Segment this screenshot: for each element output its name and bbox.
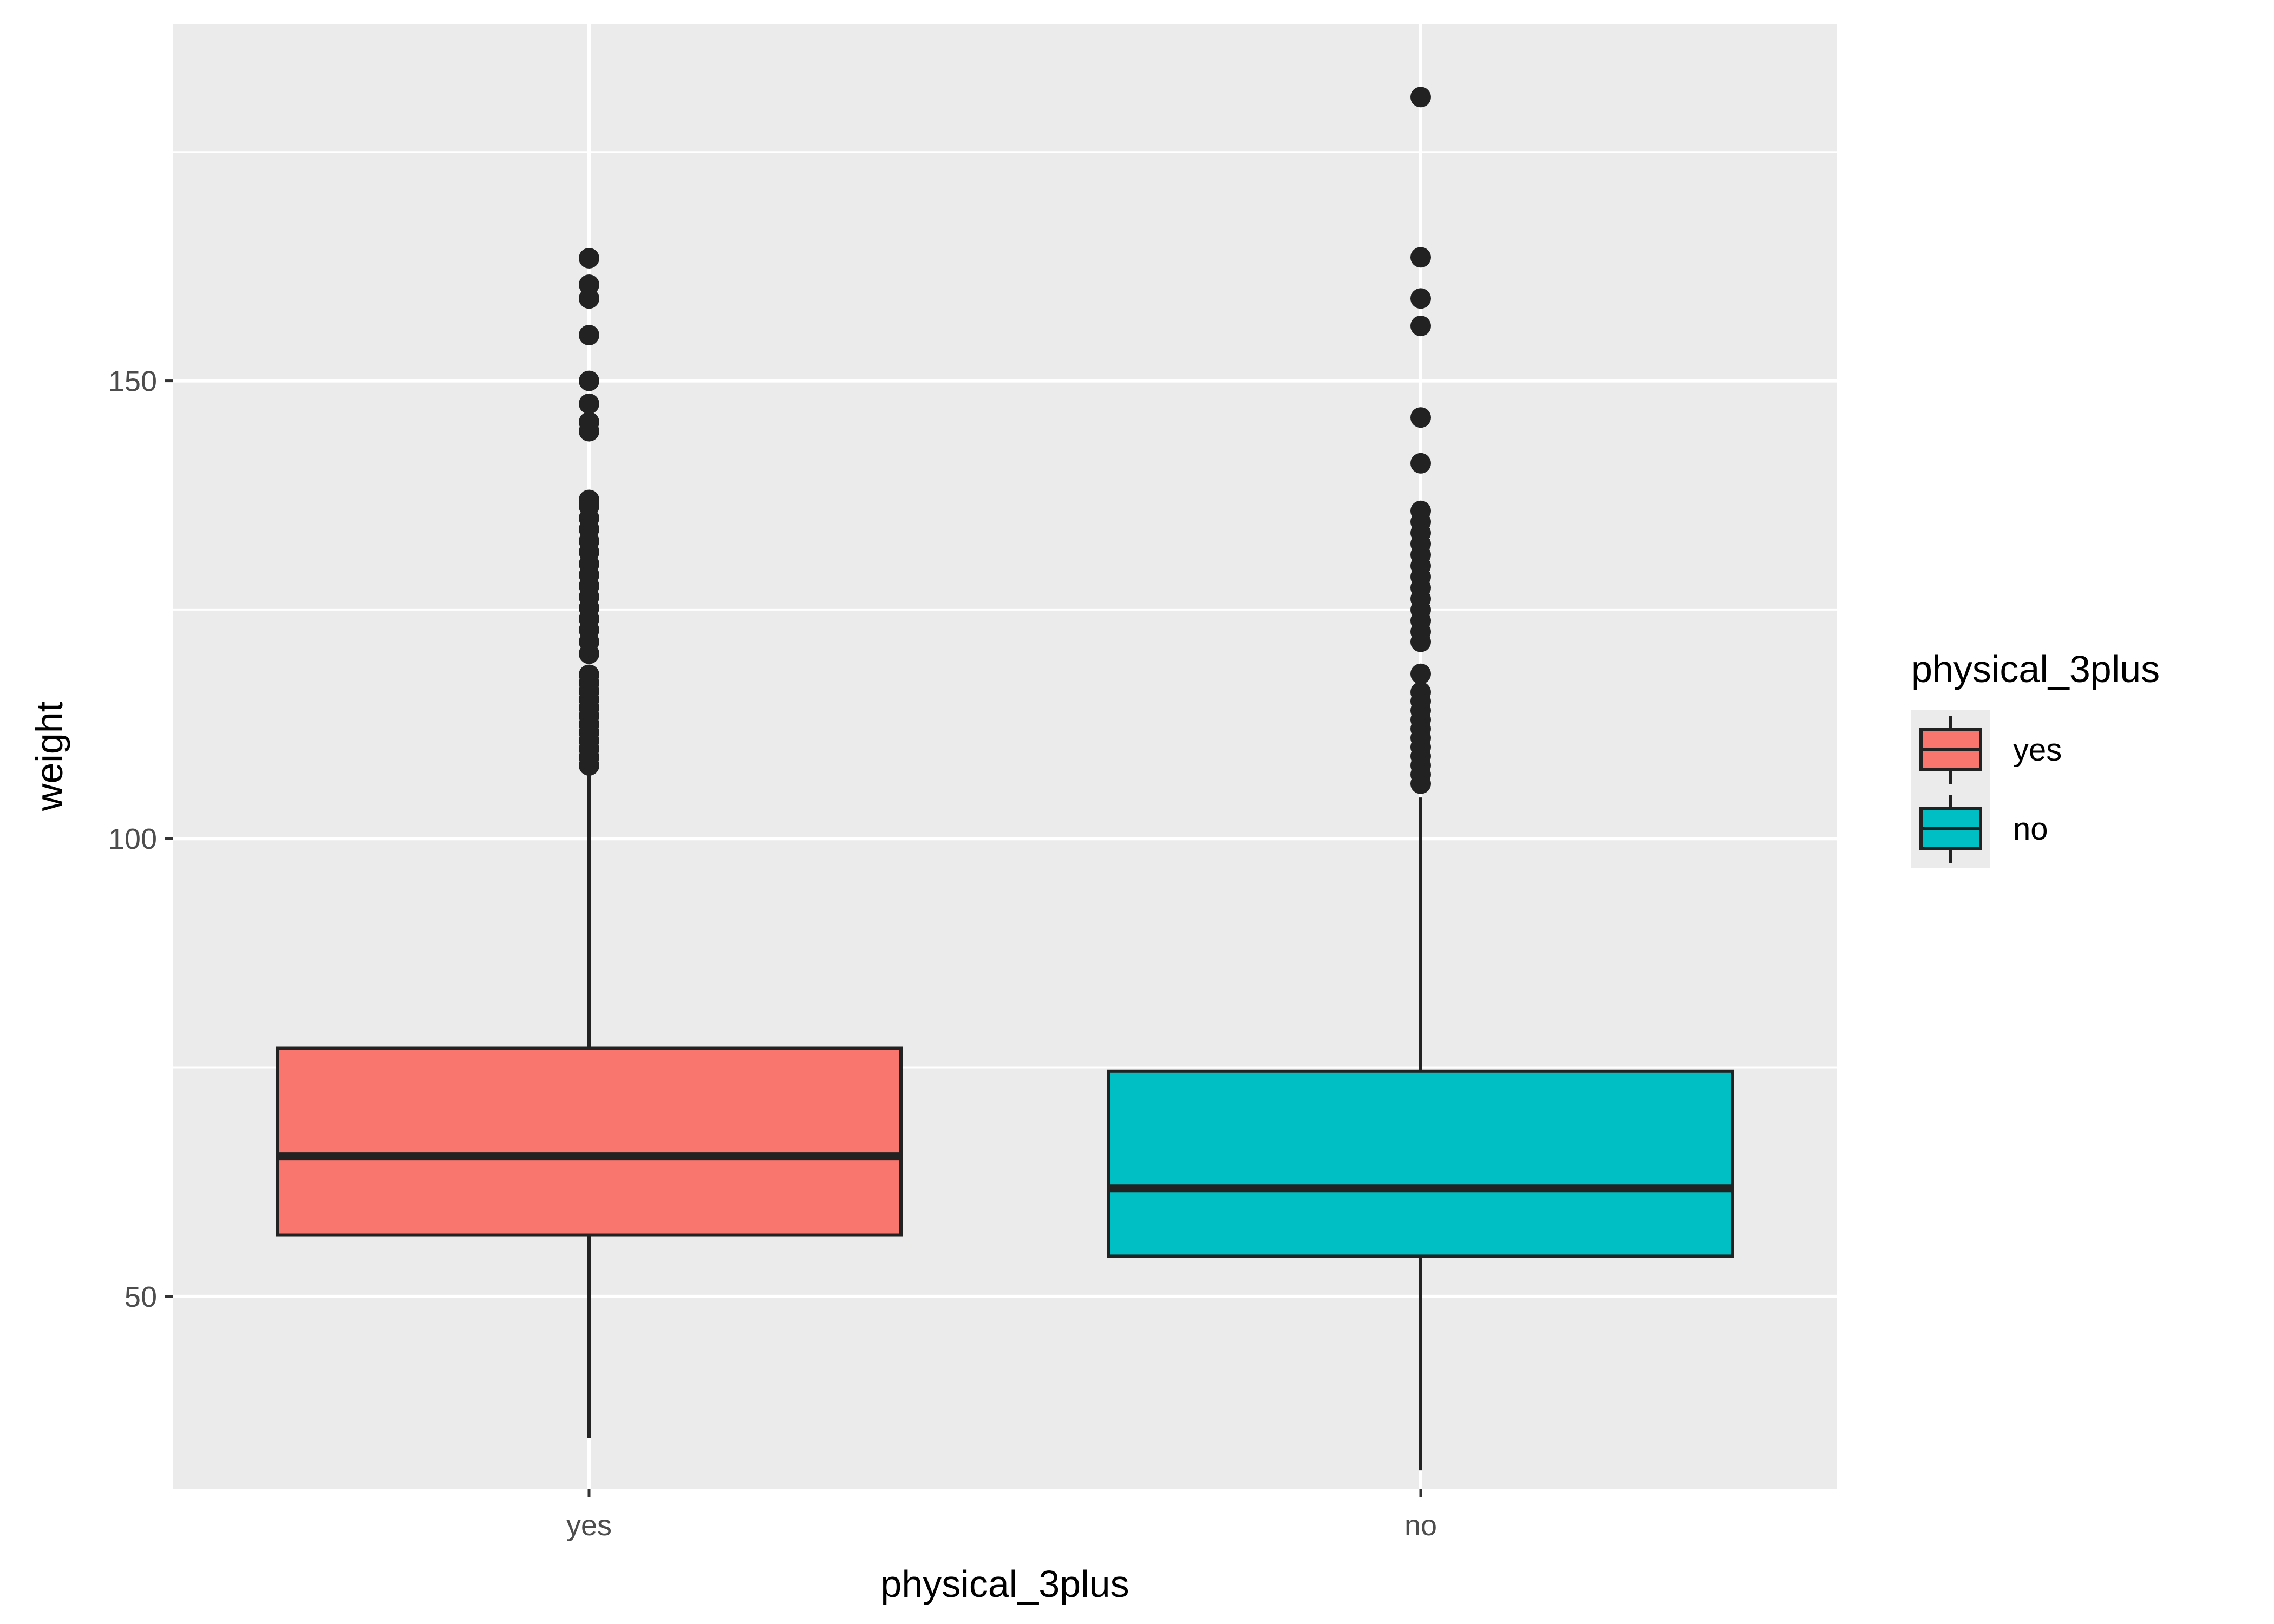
plot-panel — [173, 24, 1837, 1489]
box — [276, 1046, 903, 1237]
outlier-point — [579, 411, 599, 433]
outlier-point — [1410, 500, 1431, 521]
outlier-point — [579, 325, 599, 346]
outlier-point — [1410, 316, 1431, 337]
x-tick-label: no — [1404, 1509, 1437, 1542]
outlier-point — [1410, 87, 1431, 108]
legend: physical_3plus yes no — [1911, 648, 2160, 868]
outlier-point — [1410, 407, 1431, 428]
boxplot-no — [1107, 87, 1734, 1471]
outlier-point — [1410, 453, 1431, 474]
outlier-point — [1410, 682, 1431, 703]
y-axis: 50 100 150 — [108, 365, 173, 1313]
x-tick-label: yes — [566, 1509, 612, 1542]
legend-title: physical_3plus — [1911, 648, 2160, 690]
x-axis: yes no — [566, 1489, 1437, 1542]
y-tick-label: 150 — [108, 365, 157, 398]
outlier-point — [579, 664, 599, 685]
box — [1107, 1069, 1734, 1258]
outlier-point — [1410, 663, 1431, 684]
boxplot-yes — [276, 247, 903, 1438]
outlier-point — [1410, 288, 1431, 309]
legend-key-no — [1911, 789, 1990, 868]
outlier-point — [579, 489, 599, 510]
y-axis-title: weight — [28, 702, 70, 811]
x-axis-title: physical_3plus — [880, 1563, 1129, 1605]
outlier-point — [579, 370, 599, 391]
outlier-point — [579, 393, 599, 414]
outlier-point — [579, 274, 599, 296]
boxplots — [276, 87, 1734, 1471]
y-tick-label: 50 — [125, 1281, 157, 1313]
outlier-point — [579, 247, 599, 269]
outlier-point — [1410, 247, 1431, 268]
legend-label: yes — [2013, 732, 2062, 768]
y-tick-label: 100 — [108, 823, 157, 855]
legend-label: no — [2013, 811, 2048, 847]
legend-key-yes — [1911, 710, 1990, 789]
